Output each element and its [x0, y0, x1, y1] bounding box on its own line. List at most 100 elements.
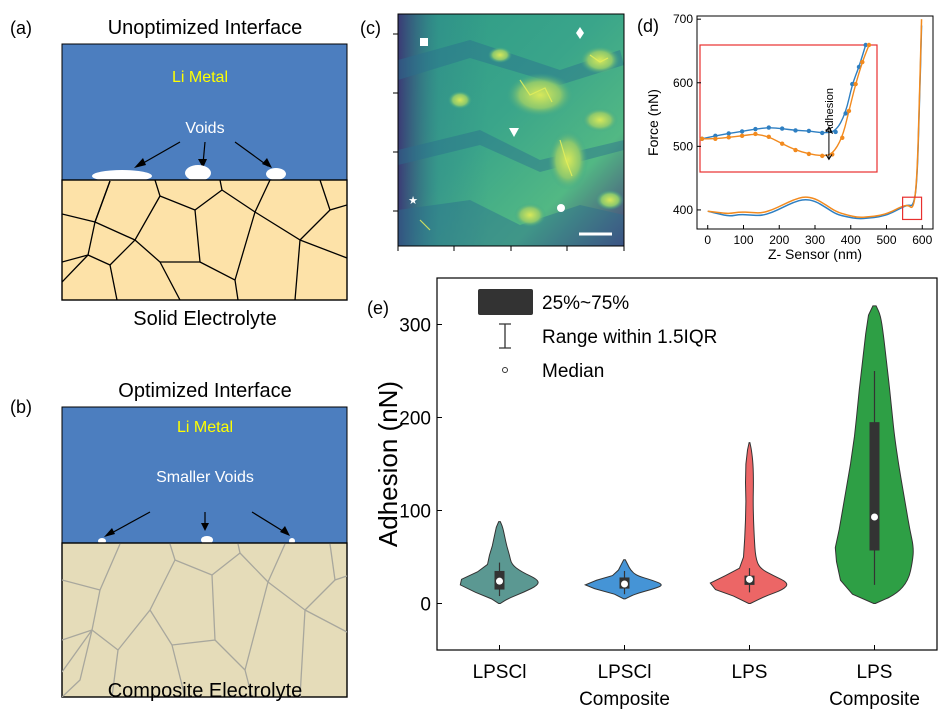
panel-b-title: Optimized Interface	[118, 380, 291, 402]
violin-median-2	[746, 575, 753, 583]
violin-y-tick-label: 100	[399, 502, 431, 523]
force-x-tick-label: 300	[805, 233, 825, 247]
violin-y-tick-label: 0	[420, 595, 431, 616]
inset-point-retract	[726, 135, 731, 140]
legend-box-swatch	[478, 289, 533, 315]
panel-d-label: (d)	[637, 16, 659, 36]
violin-median-0	[496, 577, 503, 585]
afm-marker-square	[420, 38, 428, 46]
legend-label-box: 25%~75%	[542, 293, 629, 314]
grain-boundaries-b	[62, 543, 347, 697]
adhesion-arrow-head-top	[825, 125, 833, 133]
inset-point-approach	[820, 130, 825, 136]
force-x-tick-label: 500	[876, 233, 896, 247]
force-x-axis-label: Z- Sensor (nm)	[768, 246, 862, 262]
panel-a-label: (a)	[10, 18, 32, 38]
inset-point-approach	[863, 42, 868, 48]
inset-point-retract	[820, 153, 825, 159]
afm-marker-diamond	[576, 27, 584, 39]
legend-median-swatch	[502, 367, 508, 373]
violin-2	[709, 442, 788, 604]
force-y-tick-label: 400	[673, 203, 693, 217]
inset-point-retract	[793, 147, 798, 153]
inset-point-retract	[840, 135, 845, 141]
inset-point-approach	[766, 125, 771, 130]
afm-marker-triangle	[509, 128, 519, 137]
panel-d: (d) Adhesion 400 500 600 700 0 100 200 300 400 500…	[637, 12, 934, 262]
violin-y-axis-label: Adhesion (nN)	[373, 381, 403, 547]
afm-ticks	[393, 33, 625, 251]
inset-point-approach	[793, 128, 798, 133]
panel-a-title: Unoptimized Interface	[108, 17, 303, 39]
panel-a: (a) Unoptimized Interface Li Metal Voids	[10, 17, 348, 330]
violin-plot-frame	[436, 277, 938, 651]
violin-plot: LPSCl LPSCl Composite LPS LPS Composite 0 100 20…	[373, 277, 938, 710]
violin-median-1	[621, 580, 628, 588]
force-x-tick-label: 0	[704, 233, 711, 247]
panel-b-label: (b)	[10, 397, 32, 417]
force-x-tick-label: 200	[769, 233, 789, 247]
void-arrowheads-a	[134, 158, 272, 168]
inset-point-retract	[713, 136, 718, 141]
legend-label-whisker: Range within 1.5IQR	[542, 327, 717, 348]
grain-boundaries-a	[62, 179, 347, 300]
solid-electrolyte-a	[61, 179, 348, 301]
li-metal-label-a: Li Metal	[172, 69, 228, 86]
legend-whisker-swatch	[499, 323, 511, 349]
violin-category-label-0: LPSCl	[473, 662, 527, 683]
panel-b: (b) Optimized Interface Li Metal Smaller…	[10, 380, 348, 702]
li-metal-label-b: Li Metal	[177, 419, 233, 436]
force-y-tick-label: 700	[673, 12, 693, 26]
inset-point-retract	[806, 151, 812, 157]
inset-point-retract	[866, 42, 872, 48]
afm-marker-circle	[557, 204, 565, 212]
inset-point-approach	[726, 131, 731, 136]
violin-category-sublabel-3: Composite	[829, 689, 920, 710]
inset-point-retract	[739, 133, 745, 139]
panel-b-bottom-label: Composite Electrolyte	[108, 680, 303, 702]
inset-point-retract	[766, 134, 771, 140]
adhesion-arrow-head-bottom	[825, 154, 833, 161]
violin-category-label-3: LPS	[857, 662, 893, 683]
violin-category-label-1: LPSCl	[598, 662, 652, 683]
void-arrowheads-b	[104, 523, 290, 537]
panel-c: (c)	[360, 13, 625, 251]
force-y-tick-label: 600	[673, 76, 693, 90]
afm-image: ★	[398, 14, 624, 246]
inset-point-retract	[853, 81, 858, 87]
violin-category-label-2: LPS	[732, 662, 768, 683]
inset-point-approach	[779, 126, 785, 131]
force-x-tick-label: 600	[912, 233, 932, 247]
violin-category-sublabel-1: Composite	[579, 689, 670, 710]
li-metal-layer-a	[61, 43, 348, 181]
afm-marker-star: ★	[408, 195, 418, 207]
force-x-tick-label: 100	[733, 233, 753, 247]
force-curve-plot: Adhesion 400 500 600 700 0 100 200 300 400 500 600 Z…	[645, 12, 934, 262]
panel-e-label: (e)	[367, 298, 389, 318]
adhesion-annotation: Adhesion	[824, 88, 836, 134]
violin-y-tick-label: 300	[399, 316, 431, 337]
panel-c-label: (c)	[360, 18, 381, 38]
inset-point-retract	[779, 141, 785, 146]
inset-point-retract	[860, 59, 865, 65]
voids-label-b: Smaller Voids	[156, 469, 254, 486]
panel-e: (e) LPSCl LPSCl Composite LPS LPS Composite 0 1…	[367, 277, 938, 710]
inset-point-approach	[806, 128, 812, 134]
force-y-axis-label: Force (nN)	[645, 89, 661, 156]
inset-point-approach	[753, 126, 758, 132]
inset-point-approach	[833, 129, 838, 135]
panel-a-bottom-label: Solid Electrolyte	[133, 308, 276, 330]
violin-box-3	[869, 422, 880, 551]
inset-frame	[699, 44, 878, 173]
inset-point-approach	[843, 111, 848, 116]
inset-point-approach	[739, 129, 745, 134]
curve-retract	[707, 19, 923, 219]
force-x-tick-label: 400	[841, 233, 861, 247]
inset-point-retract	[699, 136, 705, 141]
zoom-region-box	[902, 196, 923, 221]
voids-label-a: Voids	[185, 120, 224, 137]
voids-a	[92, 165, 286, 182]
inset-point-retract	[753, 131, 758, 137]
inset-curve-approach	[701, 44, 867, 140]
inset-point-approach	[850, 81, 855, 87]
